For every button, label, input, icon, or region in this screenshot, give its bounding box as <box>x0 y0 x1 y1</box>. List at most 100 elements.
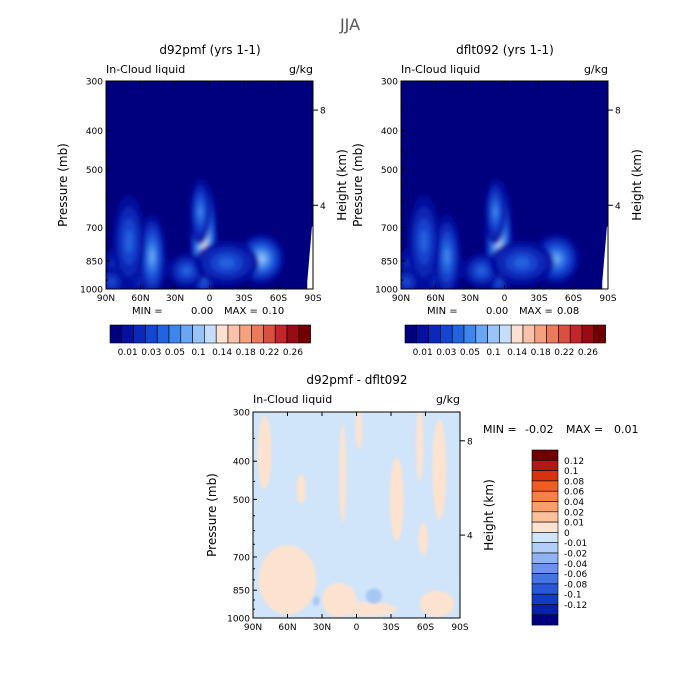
panel-a-colorbar-box <box>109 324 123 344</box>
panel-b-ytick-label: 1000 <box>375 286 398 296</box>
panel-c-colorbar-box <box>531 470 559 482</box>
panel-b-xtick-label: 60S <box>565 294 582 304</box>
panel-b-colorbar-box <box>499 324 512 344</box>
panel-b-colorbar-label: 0.14 <box>507 348 527 358</box>
panel-c-colorbar-box <box>531 552 559 564</box>
panel-a-xtick-label: 90S <box>304 294 321 304</box>
panel-a-units: g/kg <box>289 63 313 76</box>
panel-b-right-tick-label: 8 <box>615 107 621 117</box>
panel-b-min-label: MIN = <box>427 306 458 317</box>
panel-c-colorbar-box <box>531 521 559 533</box>
panel-c-max-label: MAX = <box>566 423 603 436</box>
panel-c-colorbar-label: 0.04 <box>564 498 584 508</box>
panel-c-xtick-label: 60N <box>278 623 296 633</box>
panel-a-colorbar-box <box>156 324 170 344</box>
panel-b-xtick-label: 30N <box>461 294 479 304</box>
panel-c-colorbar-box <box>531 532 559 544</box>
panel-c-plot-area <box>253 412 460 618</box>
panel-c-ytick-label: 850 <box>233 587 250 597</box>
panel-c-colorbar-label: 0.12 <box>564 457 584 467</box>
panel-c-colorbar-label: -0.01 <box>564 539 587 549</box>
panel-a-colorbar-box <box>121 324 134 344</box>
panel-b-right-tick-label: 4 <box>615 202 621 212</box>
panel-c-colorbar-box <box>531 562 559 574</box>
panel-b-colorbar-box <box>463 324 477 344</box>
panel-b-contour-1-5 <box>444 248 450 266</box>
panel-b-colorbar-box <box>487 324 500 344</box>
panel-b-colorbar-label: 0.22 <box>554 348 574 358</box>
panel-a-colorbar-box <box>204 324 217 344</box>
panel-a-colorbar-label: 0.22 <box>259 348 279 358</box>
panel-b-colorbar-box <box>522 324 536 344</box>
panel-b-contour-8-3 <box>402 277 412 287</box>
panel-c-ytick-label: 300 <box>233 409 250 419</box>
panel-b-colorbar-box <box>404 324 418 344</box>
panel-a-colorbar-label: 0.1 <box>191 348 205 358</box>
panel-b-colorbar-box <box>440 324 453 344</box>
panel-c-positive-patch-11 <box>419 590 455 617</box>
panel-a-ytick-label: 300 <box>86 78 103 88</box>
panel-c-positive-patch-1 <box>296 474 306 504</box>
panel-a-title: d92pmf (yrs 1-1) <box>159 43 260 57</box>
panel-a-ylabel-right: Height (km) <box>335 149 349 220</box>
panel-a-xtick-label: 60S <box>270 294 287 304</box>
panel-a-contour-2-4 <box>124 229 134 254</box>
panel-b-plot-area <box>401 81 608 289</box>
panel-b-colorbar-label: 0.1 <box>486 348 500 358</box>
panel-a-ytick-label: 850 <box>86 257 103 267</box>
panel-b-contour-4-5 <box>493 205 498 219</box>
panel-c-xtick-label: 60S <box>417 623 434 633</box>
panel-b-colorbar-label: 0.18 <box>531 348 551 358</box>
panel-c-colorbar-box <box>531 490 559 502</box>
panel-a-colorbar-box <box>168 324 182 344</box>
panel-b-min-value: 0.00 <box>486 306 508 317</box>
panel-b-contour-2-4 <box>419 229 429 254</box>
panel-c-xtick-label: 30S <box>382 623 399 633</box>
panel-c-colorbar-label: -0.04 <box>564 560 588 570</box>
panel-c-positive-patch-10 <box>339 602 397 617</box>
panel-b-ytick-label: 700 <box>381 224 398 234</box>
panel-a-colorbar-box <box>251 324 264 344</box>
panel-b-max-value: 0.08 <box>557 306 579 317</box>
panel-c-colorbar-label: 0.02 <box>564 508 584 518</box>
panel-b-colorbar-box <box>534 324 547 344</box>
panel-c-positive-patch-2 <box>339 424 347 523</box>
panel-a-colorbar-box <box>227 324 241 344</box>
panel-b-xtick-label: 30S <box>530 294 547 304</box>
panel-b-colorbar-label: 0.26 <box>578 348 598 358</box>
panel-c-colorbar-label: -0.1 <box>564 591 582 601</box>
panel-c-colorbar-box <box>531 511 559 523</box>
panel-a-colorbar-label: 0.01 <box>118 348 138 358</box>
panel-b-title: dflt092 (yrs 1-1) <box>456 43 554 57</box>
panel-c-negative-patch-1 <box>312 596 320 606</box>
panel-b-colorbar-box <box>546 324 559 344</box>
panel-c-colorbar-box <box>531 542 559 554</box>
panel-a-contour-4-5 <box>198 205 203 219</box>
panel-c-colorbar-label: 0.06 <box>564 488 584 498</box>
panel-a-colorbar: 0.01 0.03 0.05 0.1 0.14 0.18 0.22 0.26 <box>109 324 311 358</box>
panel-b-colorbar-box <box>581 324 595 344</box>
panel-c-units: g/kg <box>436 393 460 406</box>
panel-b-units: g/kg <box>584 63 608 76</box>
panel-c-colorbar: 0.120.10.080.060.040.020.010-0.01-0.02-0… <box>531 449 588 626</box>
panel-b-ytick-label: 300 <box>381 78 398 88</box>
panel-a-plot-area <box>106 81 313 289</box>
panel-c-ytick-label: 1000 <box>227 615 250 625</box>
panel-b-xtick-label: 60N <box>426 294 444 304</box>
panel-a-xtick-label: 90N <box>97 294 115 304</box>
panel-b-xtick-label: 90N <box>392 294 410 304</box>
panel-b-colorbar-box <box>593 324 606 344</box>
panel-b-missing-region <box>602 224 608 289</box>
panel-c-field-label: In-Cloud liquid <box>253 393 332 406</box>
panel-c-xtick-label: 0 <box>354 623 360 633</box>
panel-a-contour-8-3 <box>107 277 117 287</box>
panel-c-colorbar-label: 0.1 <box>564 467 578 477</box>
panel-a-colorbar-label: 0.05 <box>165 348 185 358</box>
panel-b-xtick-label: 0 <box>502 294 508 304</box>
panel-c-colorbar-box <box>531 593 559 605</box>
panel-b: dflt092 (yrs 1-1) In-Cloud liquid g/kg 3… <box>351 43 644 358</box>
panel-a-colorbar-box <box>239 324 252 344</box>
panel-c-xtick-label: 90N <box>244 623 262 633</box>
panel-c-positive-patch-8 <box>258 545 317 615</box>
